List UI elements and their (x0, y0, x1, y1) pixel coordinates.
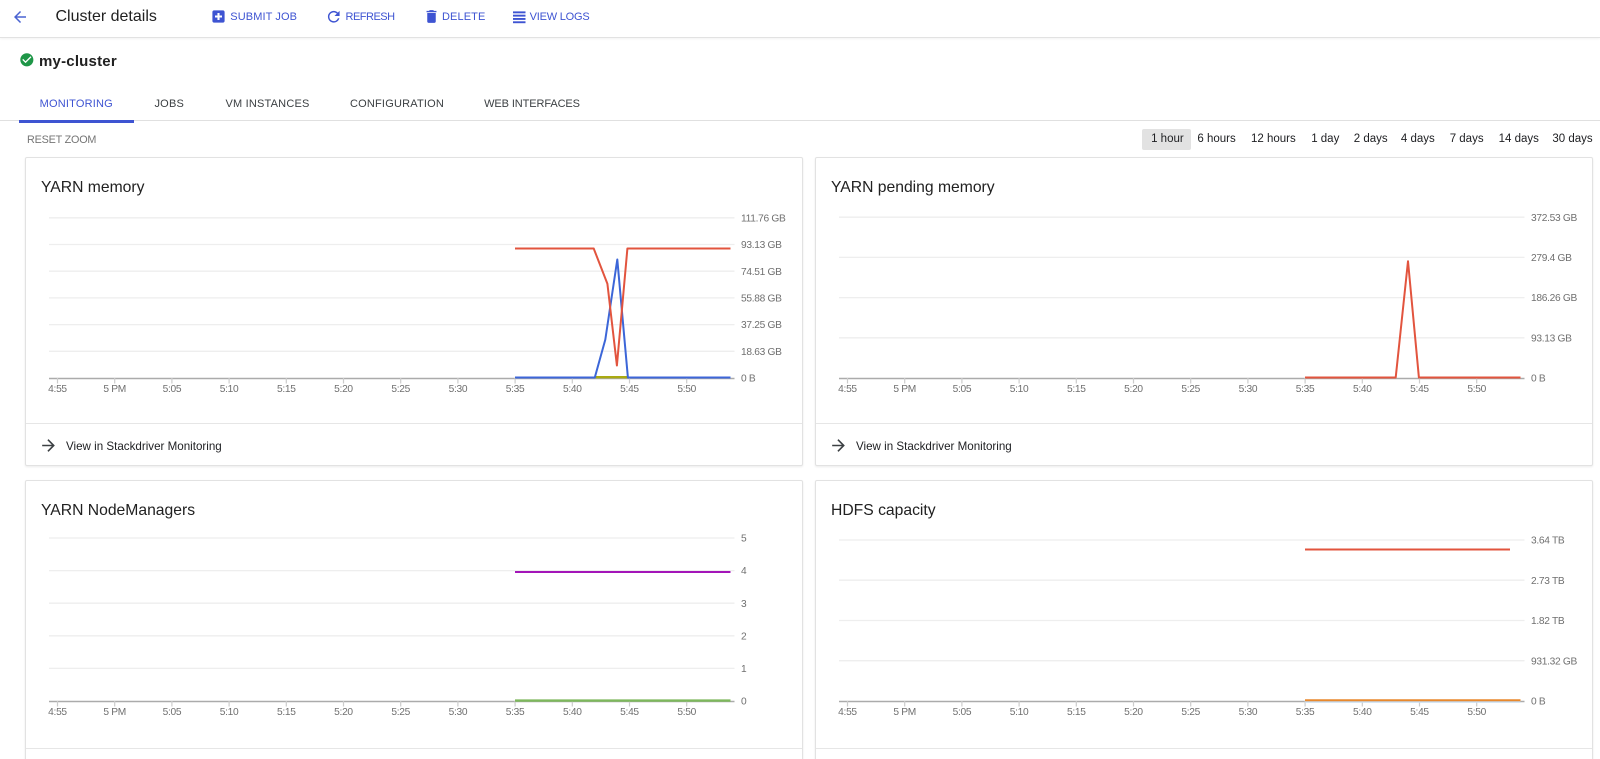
svg-text:5:10: 5:10 (220, 707, 239, 718)
svg-text:5:25: 5:25 (1181, 384, 1200, 395)
svg-text:4: 4 (741, 566, 747, 577)
svg-text:5:40: 5:40 (563, 707, 582, 718)
svg-text:5:05: 5:05 (163, 384, 182, 395)
svg-text:5:50: 5:50 (677, 384, 696, 395)
svg-text:0 B: 0 B (1531, 374, 1546, 385)
svg-text:3.64 TB: 3.64 TB (1531, 536, 1565, 547)
svg-text:279.4 GB: 279.4 GB (1531, 253, 1572, 264)
svg-text:5:35: 5:35 (1296, 707, 1315, 718)
svg-text:931.32 GB: 931.32 GB (1531, 656, 1578, 667)
svg-text:4:55: 4:55 (48, 707, 67, 718)
svg-text:5:20: 5:20 (1124, 707, 1143, 718)
svg-text:5: 5 (741, 534, 747, 545)
svg-text:5:10: 5:10 (220, 384, 239, 395)
svg-text:5:05: 5:05 (953, 384, 972, 395)
svg-text:372.53 GB: 372.53 GB (1531, 213, 1578, 224)
svg-text:5:15: 5:15 (1067, 707, 1086, 718)
svg-text:74.51 GB: 74.51 GB (741, 267, 782, 278)
svg-text:0: 0 (741, 697, 747, 708)
svg-text:5:45: 5:45 (620, 707, 639, 718)
svg-text:5:35: 5:35 (1296, 384, 1315, 395)
svg-text:5 PM: 5 PM (103, 384, 126, 395)
svg-text:18.63 GB: 18.63 GB (741, 347, 782, 358)
svg-text:5 PM: 5 PM (893, 384, 916, 395)
svg-text:5 PM: 5 PM (103, 707, 126, 718)
svg-text:5:45: 5:45 (1410, 707, 1429, 718)
svg-text:55.88 GB: 55.88 GB (741, 294, 782, 305)
svg-text:5:05: 5:05 (163, 707, 182, 718)
svg-text:5:25: 5:25 (391, 384, 410, 395)
svg-text:5:15: 5:15 (1067, 384, 1086, 395)
svg-text:5:40: 5:40 (563, 384, 582, 395)
svg-text:1.82 TB: 1.82 TB (1531, 616, 1565, 627)
svg-text:5:50: 5:50 (1467, 384, 1486, 395)
svg-text:5:15: 5:15 (277, 707, 296, 718)
svg-text:5:20: 5:20 (334, 707, 353, 718)
svg-text:5:35: 5:35 (506, 384, 525, 395)
svg-text:0 B: 0 B (1531, 697, 1546, 708)
svg-text:5:30: 5:30 (449, 384, 468, 395)
svg-text:5:40: 5:40 (1353, 707, 1372, 718)
svg-text:5:50: 5:50 (677, 707, 696, 718)
svg-text:2: 2 (741, 631, 747, 642)
svg-text:5:30: 5:30 (449, 707, 468, 718)
svg-text:5:10: 5:10 (1010, 707, 1029, 718)
svg-text:5 PM: 5 PM (893, 707, 916, 718)
svg-text:4:55: 4:55 (48, 384, 67, 395)
svg-text:5:35: 5:35 (506, 707, 525, 718)
svg-text:5:45: 5:45 (620, 384, 639, 395)
svg-text:5:15: 5:15 (277, 384, 296, 395)
svg-text:5:05: 5:05 (953, 707, 972, 718)
svg-text:5:25: 5:25 (1181, 707, 1200, 718)
svg-text:4:55: 4:55 (838, 384, 857, 395)
svg-text:0 B: 0 B (741, 374, 756, 385)
svg-text:5:50: 5:50 (1467, 707, 1486, 718)
svg-text:93.13 GB: 93.13 GB (741, 240, 782, 251)
svg-text:2.73 TB: 2.73 TB (1531, 576, 1565, 587)
svg-text:111.76 GB: 111.76 GB (741, 213, 786, 224)
svg-text:1: 1 (741, 664, 747, 675)
svg-text:5:25: 5:25 (391, 707, 410, 718)
svg-text:37.25 GB: 37.25 GB (741, 320, 782, 331)
svg-text:5:10: 5:10 (1010, 384, 1029, 395)
svg-text:5:40: 5:40 (1353, 384, 1372, 395)
svg-text:5:30: 5:30 (1239, 384, 1258, 395)
svg-text:5:20: 5:20 (1124, 384, 1143, 395)
svg-text:5:45: 5:45 (1410, 384, 1429, 395)
svg-text:5:30: 5:30 (1239, 707, 1258, 718)
svg-text:3: 3 (741, 599, 747, 610)
svg-text:5:20: 5:20 (334, 384, 353, 395)
svg-text:4:55: 4:55 (838, 707, 857, 718)
svg-text:93.13 GB: 93.13 GB (1531, 333, 1572, 344)
svg-text:186.26 GB: 186.26 GB (1531, 293, 1578, 304)
